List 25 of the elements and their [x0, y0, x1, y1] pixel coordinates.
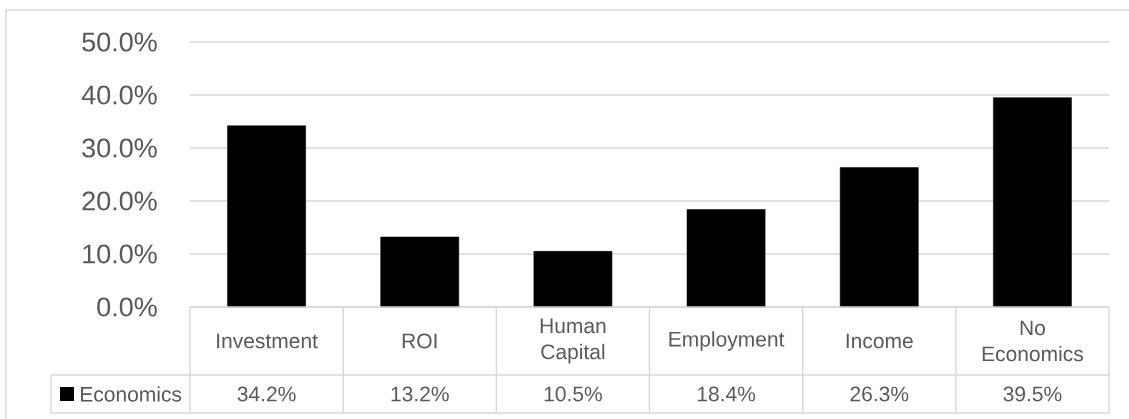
data-label: 18.4%	[697, 386, 756, 402]
legend-label: Economics	[80, 386, 182, 402]
bar	[533, 251, 613, 308]
bar	[227, 125, 306, 308]
data-label: 39.5%	[1003, 386, 1062, 402]
y-tick-label: 10.0%	[83, 244, 157, 264]
bar	[380, 236, 460, 308]
y-tick-label: 20.0%	[82, 191, 157, 211]
x-tick-label: Investment	[217, 333, 318, 349]
x-tick-label: ROI	[402, 333, 437, 349]
data-label: 26.3%	[850, 386, 909, 402]
y-tick-label: 30.0%	[82, 138, 157, 158]
data-label: 34.2%	[237, 386, 296, 402]
bar	[993, 97, 1072, 308]
data-label: 10.5%	[544, 386, 602, 402]
y-tick-label: 40.0%	[81, 85, 157, 105]
x-tick-label: No Economics	[982, 320, 1083, 362]
bar	[839, 167, 919, 308]
y-tick-label: 50.0%	[82, 32, 157, 52]
data-label: 13.2%	[391, 386, 449, 402]
x-tick-label: Income	[846, 333, 913, 349]
y-tick-label: 0.0%	[97, 297, 157, 317]
bar	[686, 209, 766, 308]
x-tick-label: Human Capital	[540, 318, 606, 364]
x-tick-label: Employment	[669, 331, 785, 351]
